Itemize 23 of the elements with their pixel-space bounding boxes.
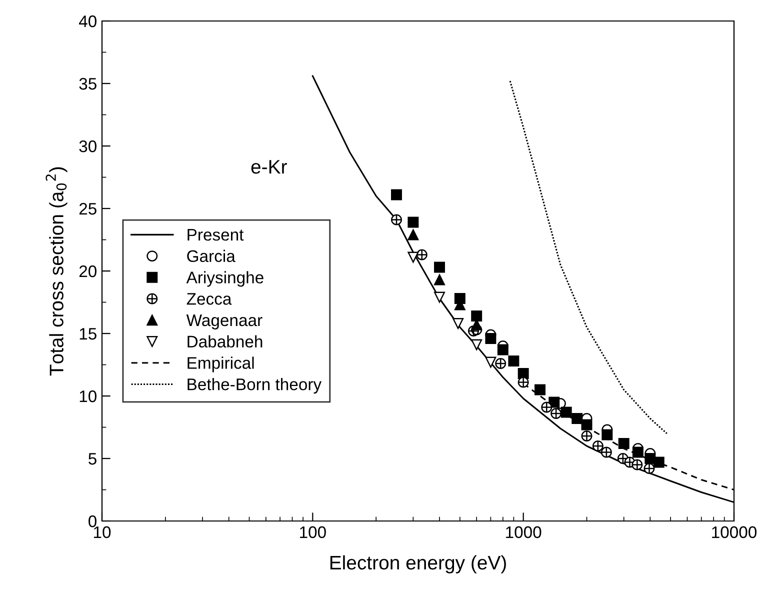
y-tick-label: 5	[88, 453, 96, 465]
y-tick-label: 15	[80, 328, 96, 340]
y-tick-label: 30	[79, 140, 96, 152]
annotation: e-Kr	[251, 160, 287, 174]
x-tick-label: 10000	[712, 526, 757, 538]
legend-label: Dababneh	[188, 335, 262, 348]
x-tick-label: 1000	[506, 526, 542, 538]
x-tick-label: 100	[300, 526, 326, 538]
legend-label: Present	[188, 229, 244, 241]
legend-label: Ariysinghe	[186, 271, 264, 287]
legend-label: Wagenaar	[186, 314, 262, 330]
legend-label: Bethe-Born theory	[188, 378, 322, 394]
y-tick-label: 35	[79, 78, 96, 90]
y-tick-label: 20	[79, 265, 96, 278]
y-tick-label: 0	[88, 515, 96, 528]
legend-label: Empirical	[188, 356, 254, 372]
y-tick-label: 10	[80, 390, 96, 402]
legend-label: Zecca	[186, 293, 232, 305]
y-tick-label: 40	[78, 15, 96, 28]
x-axis-title: Electron energy (eV)	[330, 555, 506, 574]
legend-label: Garcia	[187, 250, 236, 262]
y-tick-label: 25	[79, 202, 96, 215]
y-axis-title: Total cross section (a$_{0}$$^{2}$)	[46, 167, 68, 376]
